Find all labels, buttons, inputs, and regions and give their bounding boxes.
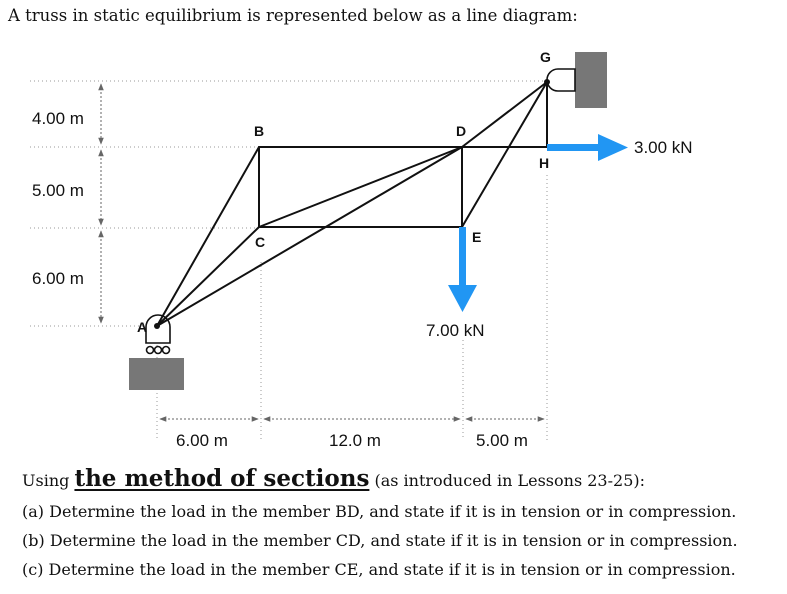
question-item-b: (b) Determine the load in the member CD,…: [22, 531, 738, 550]
member-eg: [461, 81, 548, 228]
question-lead: Using the method of sections (as introdu…: [22, 465, 738, 492]
load-label-horizontal: 3.00 kN: [634, 138, 693, 157]
dim-label-6m: 6.00 m: [32, 269, 84, 288]
roller-support-a: [145, 314, 171, 355]
method-of-sections: the method of sections: [74, 465, 370, 492]
question-item-a: (a) Determine the load in the member BD,…: [22, 502, 737, 521]
question-lead-before: Using: [22, 471, 75, 490]
node-label-e: E: [472, 229, 481, 245]
dim-label-4m: 4.00 m: [32, 109, 84, 128]
pin-a: [154, 323, 160, 329]
member-ac: [156, 226, 260, 327]
member-ad: [156, 146, 463, 327]
load-arrow-horizontal: [547, 134, 628, 161]
support-ground-block: [129, 358, 184, 390]
node-label-h: H: [539, 155, 549, 171]
member-dg: [461, 81, 548, 148]
node-label-g: G: [540, 49, 551, 65]
member-cd: [258, 146, 463, 228]
question-item-c: (c) Determine the load in the member CE,…: [22, 560, 736, 579]
question-block: Using the method of sections (as introdu…: [22, 465, 738, 579]
dim-label-5m: 5.00 m: [32, 181, 84, 200]
support-wall-block: [575, 52, 607, 108]
truss-diagram: 4.00 m 5.00 m 6.00 m 6.00 m 12.0 m 5.00 …: [30, 49, 693, 450]
node-label-d: D: [456, 123, 466, 139]
dim-label-6m-horizontal: 6.00 m: [176, 431, 228, 450]
reference-lines: [30, 80, 590, 440]
dim-label-12m: 12.0 m: [329, 431, 381, 450]
pin-g: [544, 79, 550, 85]
node-label-a: A: [137, 319, 147, 335]
question-lead-after: (as introduced in Lessons 23-25):: [369, 471, 646, 490]
pin-support-g: [546, 68, 576, 92]
node-label-c: C: [255, 234, 265, 250]
member-ab: [156, 146, 260, 327]
node-label-b: B: [254, 123, 264, 139]
load-label-vertical: 7.00 kN: [426, 321, 485, 340]
truss-members: [156, 81, 548, 327]
load-arrow-vertical: [448, 227, 477, 312]
intro-text: A truss in static equilibrium is represe…: [8, 6, 578, 25]
dim-label-5m-horizontal: 5.00 m: [476, 431, 528, 450]
